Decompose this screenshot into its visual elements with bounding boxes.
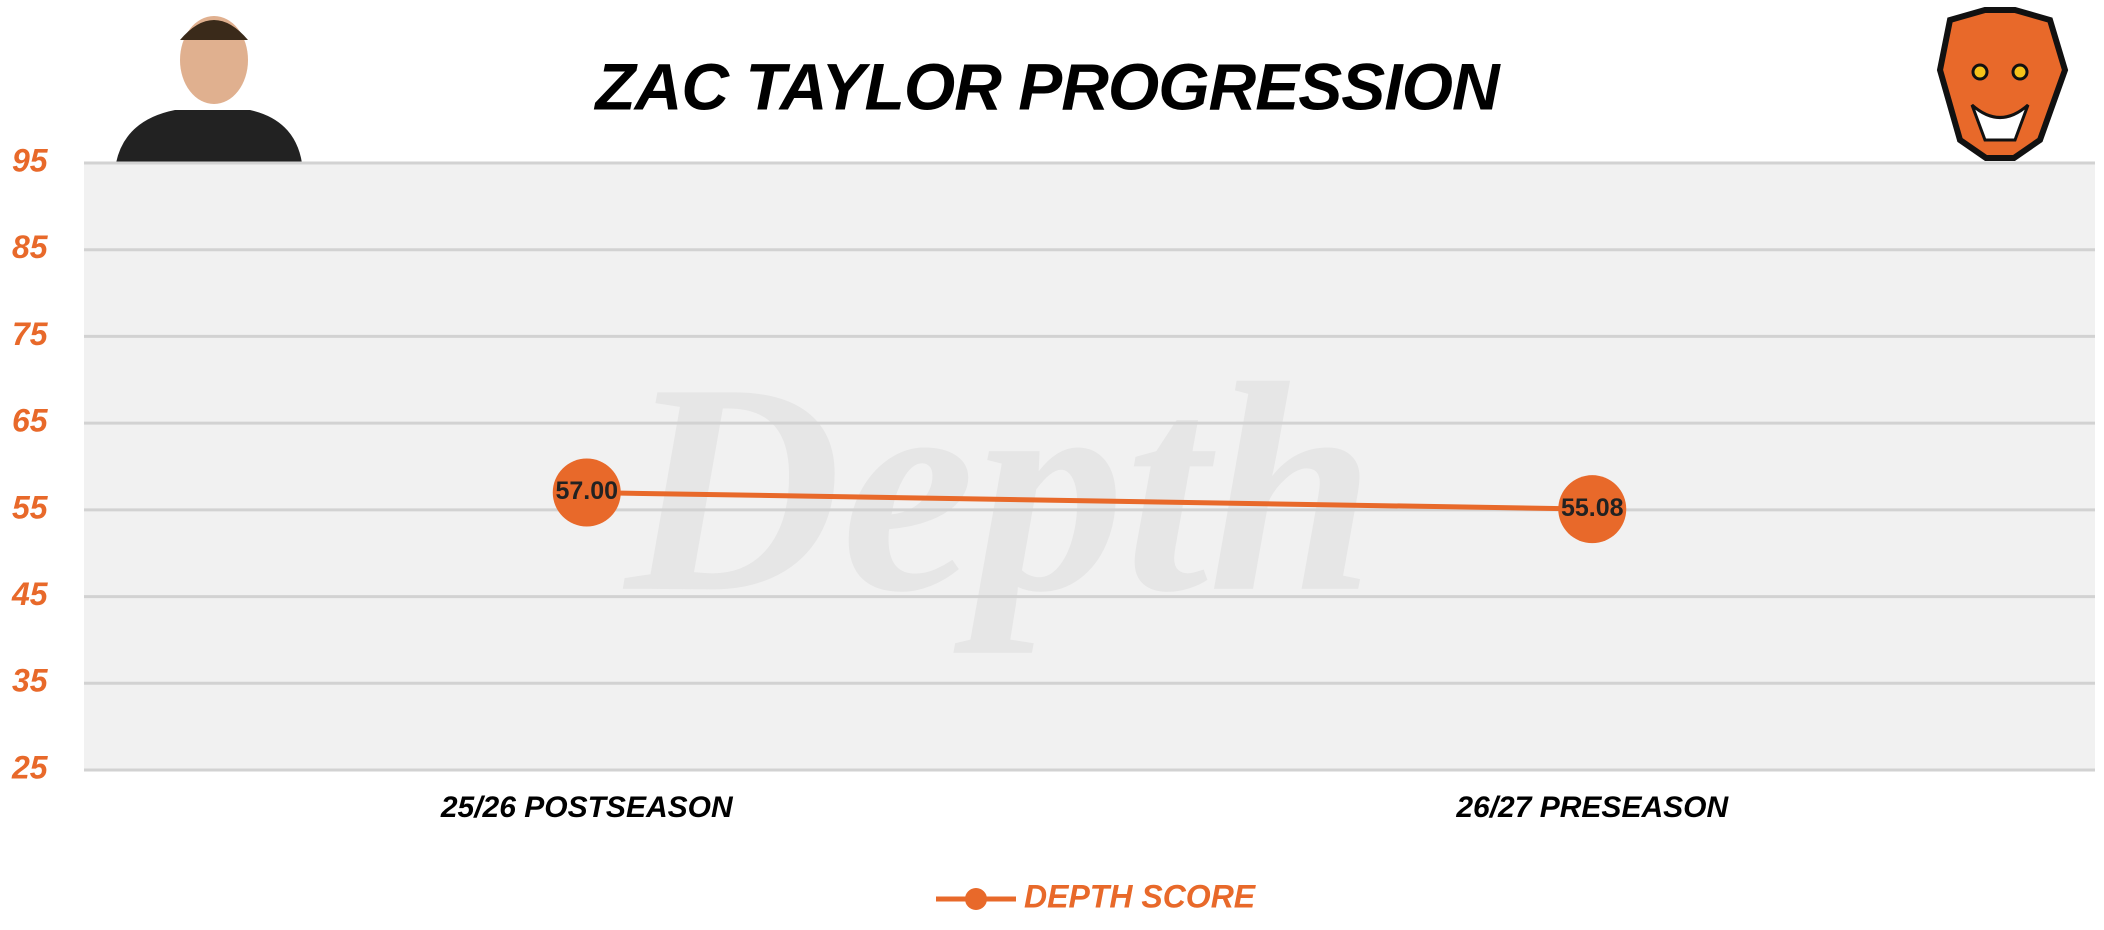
y-tick-label: 25 (11, 749, 49, 785)
y-tick-label: 95 (12, 142, 49, 178)
legend-marker (965, 888, 987, 910)
y-tick-label: 45 (11, 576, 49, 612)
point-marker (1558, 475, 1627, 544)
y-tick-label: 75 (12, 316, 49, 352)
plot-area (84, 163, 2095, 770)
legend-label: DEPTH SCORE (1024, 878, 1257, 914)
y-tick-label: 55 (12, 489, 49, 525)
team-logo (1936, 7, 2069, 161)
point-marker (552, 458, 621, 527)
chart-title: ZAC TAYLOR PROGRESSION (593, 49, 1501, 123)
series-line (586, 490, 1593, 512)
x-tick-label: 26/27 PRESEASON (1455, 791, 1729, 824)
watermark: Depth (620, 322, 1375, 655)
y-tick-label: 65 (12, 403, 49, 439)
y-tick-label: 85 (12, 229, 49, 265)
x-tick-label: 25/26 POSTSEASON (440, 791, 734, 824)
data-label: 55.08 (1561, 494, 1624, 522)
coach-photo (116, 16, 302, 163)
data-label: 57.00 (555, 477, 618, 505)
y-tick-label: 35 (12, 663, 49, 699)
